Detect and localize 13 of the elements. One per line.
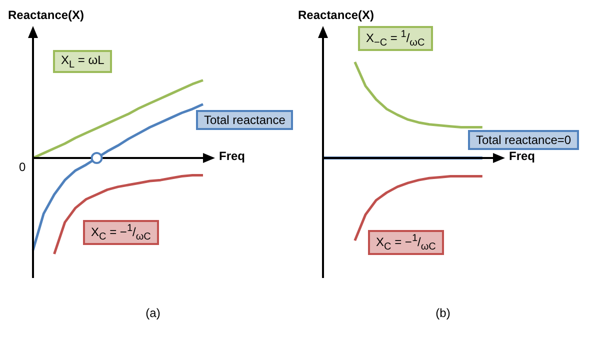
y-axis-title: Reactance(X) [298,8,374,22]
x-axis-title: Freq [509,149,536,163]
series-label: X$_{−C}$ = $^{1}$/$_{ωC}$ [358,26,433,52]
series-label: Total reactance=0 [468,130,580,150]
y-axis-title: Reactance(X) [8,8,84,22]
x-axis-title: Freq [219,149,246,163]
text: (a) [144,306,162,320]
text: 0 [19,160,26,174]
series-label: Total reactance [196,110,294,130]
text: X$_{L}$ = ωL [53,50,112,74]
series-label: X$_{C}$ = −$^{1}$/$_{ωC}$ [368,230,444,256]
series-label: X$_{C}$ = −$^{1}$/$_{ωC}$ [83,220,159,246]
text: (b) [434,306,452,320]
